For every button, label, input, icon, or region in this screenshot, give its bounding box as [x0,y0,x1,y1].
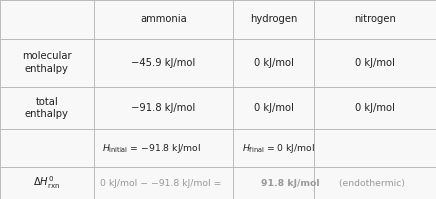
Text: −45.9 kJ/mol: −45.9 kJ/mol [131,58,196,68]
Text: 0 kJ/mol: 0 kJ/mol [355,103,395,113]
Text: nitrogen: nitrogen [354,14,396,24]
Text: $\Delta H^0_{\rm rxn}$: $\Delta H^0_{\rm rxn}$ [33,175,61,191]
Text: molecular
enthalpy: molecular enthalpy [22,52,72,74]
Text: 0 kJ/mol: 0 kJ/mol [254,103,293,113]
Text: total
enthalpy: total enthalpy [25,97,69,119]
Text: hydrogen: hydrogen [250,14,297,24]
Text: (endothermic): (endothermic) [337,179,405,188]
Text: ammonia: ammonia [140,14,187,24]
Text: $H_{\rm initial}$ = −91.8 kJ/mol: $H_{\rm initial}$ = −91.8 kJ/mol [102,142,202,155]
Text: 0 kJ/mol: 0 kJ/mol [254,58,293,68]
Text: 91.8 kJ/mol: 91.8 kJ/mol [261,179,320,188]
Text: 0 kJ/mol − −91.8 kJ/mol =: 0 kJ/mol − −91.8 kJ/mol = [100,179,225,188]
Text: 0 kJ/mol: 0 kJ/mol [355,58,395,68]
Text: $H_{\rm final}$ = 0 kJ/mol: $H_{\rm final}$ = 0 kJ/mol [242,142,315,155]
Text: −91.8 kJ/mol: −91.8 kJ/mol [131,103,196,113]
